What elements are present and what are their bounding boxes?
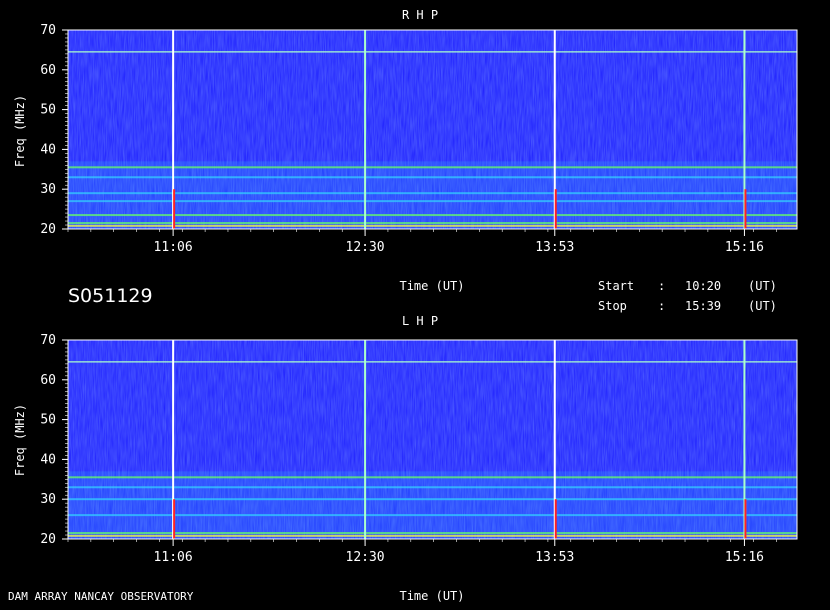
time-axis-label-top: Time (UT) — [399, 279, 464, 293]
y-tick-label: 40 — [40, 142, 56, 157]
y-tick-label: 40 — [40, 452, 56, 467]
y-tick-label: 60 — [40, 373, 56, 388]
spectrum-texture — [68, 340, 797, 539]
x-tick-label: 11:06 — [154, 240, 193, 255]
start-label: Start — [598, 279, 634, 293]
x-tick-label: 13:53 — [535, 240, 574, 255]
y-tick-label: 50 — [40, 103, 56, 118]
low-freq-haze — [68, 161, 797, 229]
x-tick-label: 13:53 — [535, 550, 574, 565]
low-freq-haze — [68, 471, 797, 539]
stop-sep: : — [658, 299, 665, 313]
y-tick-label: 70 — [40, 333, 56, 348]
frequency-band — [68, 534, 797, 537]
x-tick-label: 12:30 — [346, 550, 385, 565]
date-code: S051129 — [68, 285, 153, 307]
spectrum-texture — [68, 30, 797, 229]
y-tick-label: 50 — [40, 413, 56, 428]
spectrogram-panel-lhp: 20 30 40 50 60 70 11:06 12:30 13:53 15:16 — [40, 333, 798, 565]
x-tick-label: 11:06 — [154, 550, 193, 565]
frequency-band — [68, 176, 797, 179]
y-tick-label: 20 — [40, 222, 56, 237]
start-unit: (UT) — [748, 279, 777, 293]
frequency-band — [68, 514, 797, 517]
frequency-band — [68, 224, 797, 227]
frequency-band — [68, 192, 797, 195]
stop-unit: (UT) — [748, 299, 777, 313]
spectrogram-panel-rhp: 20 30 40 50 60 70 11:06 12:30 13:53 15:16 — [40, 23, 798, 255]
frequency-band — [68, 486, 797, 489]
time-axis-label-bottom: Time (UT) — [399, 589, 464, 603]
observatory-label: DAM ARRAY NANCAY OBSERVATORY — [8, 590, 194, 603]
ylabel-rhp: Freq (MHz) — [13, 95, 27, 167]
frequency-band — [68, 222, 797, 225]
y-tick-label: 30 — [40, 182, 56, 197]
frequency-band — [68, 476, 797, 479]
panel-title-lhp: L H P — [402, 314, 438, 328]
stop-label: Stop — [598, 299, 627, 313]
frequency-band — [68, 532, 797, 535]
stop-time: 15:39 — [685, 299, 721, 313]
frequency-band — [68, 214, 797, 217]
x-tick-label: 15:16 — [725, 240, 764, 255]
panel-title-rhp: R H P — [402, 8, 438, 22]
y-tick-label: 20 — [40, 532, 56, 547]
frequency-band — [68, 498, 797, 501]
start-time: 10:20 — [685, 279, 721, 293]
y-tick-label: 70 — [40, 23, 56, 38]
frequency-band — [68, 166, 797, 169]
ylabel-lhp: Freq (MHz) — [13, 404, 27, 476]
x-tick-label: 12:30 — [346, 240, 385, 255]
frequency-band — [68, 200, 797, 203]
start-sep: : — [658, 279, 665, 293]
y-tick-label: 60 — [40, 63, 56, 78]
x-tick-label: 15:16 — [725, 550, 764, 565]
y-tick-label: 30 — [40, 492, 56, 507]
